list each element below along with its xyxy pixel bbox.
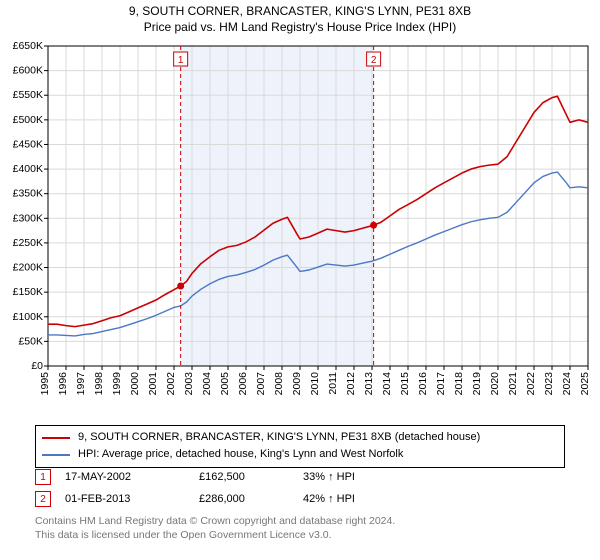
- svg-text:2023: 2023: [543, 372, 555, 396]
- legend-label-property: 9, SOUTH CORNER, BRANCASTER, KING'S LYNN…: [78, 430, 480, 445]
- legend-box: 9, SOUTH CORNER, BRANCASTER, KING'S LYNN…: [35, 425, 565, 468]
- footer-line-2: This data is licensed under the Open Gov…: [35, 529, 565, 543]
- svg-text:£400K: £400K: [13, 163, 43, 175]
- svg-text:2: 2: [371, 55, 377, 66]
- footer-line-1: Contains HM Land Registry data © Crown c…: [35, 515, 565, 529]
- marker-row-1: 1 17-MAY-2002 £162,500 33% ↑ HPI: [35, 466, 565, 488]
- marker-table: 1 17-MAY-2002 £162,500 33% ↑ HPI 2 01-FE…: [35, 466, 565, 510]
- legend-item-property: 9, SOUTH CORNER, BRANCASTER, KING'S LYNN…: [42, 429, 558, 446]
- svg-text:2003: 2003: [183, 372, 195, 396]
- svg-text:£600K: £600K: [13, 65, 43, 77]
- svg-text:2016: 2016: [417, 372, 429, 396]
- marker-row-2: 2 01-FEB-2013 £286,000 42% ↑ HPI: [35, 488, 565, 510]
- svg-text:2021: 2021: [507, 372, 519, 396]
- title-block: 9, SOUTH CORNER, BRANCASTER, KING'S LYNN…: [0, 0, 600, 35]
- legend-label-hpi: HPI: Average price, detached house, King…: [78, 447, 403, 462]
- svg-text:£50K: £50K: [18, 335, 43, 347]
- svg-text:£550K: £550K: [13, 89, 43, 101]
- marker-badge-2: 2: [35, 491, 51, 507]
- svg-text:1: 1: [178, 55, 184, 66]
- svg-text:2001: 2001: [147, 372, 159, 396]
- legend-item-hpi: HPI: Average price, detached house, King…: [42, 446, 558, 463]
- svg-text:£100K: £100K: [13, 311, 43, 323]
- svg-text:2007: 2007: [255, 372, 267, 396]
- svg-text:2013: 2013: [363, 372, 375, 396]
- svg-text:2019: 2019: [471, 372, 483, 396]
- svg-text:£450K: £450K: [13, 138, 43, 150]
- svg-text:2006: 2006: [237, 372, 249, 396]
- svg-text:£500K: £500K: [13, 114, 43, 126]
- marker-price-2: £286,000: [199, 493, 289, 505]
- svg-text:2017: 2017: [435, 372, 447, 396]
- svg-text:£650K: £650K: [13, 40, 43, 52]
- svg-text:1995: 1995: [39, 372, 51, 396]
- svg-text:2004: 2004: [201, 372, 213, 396]
- svg-text:£300K: £300K: [13, 212, 43, 224]
- svg-text:2011: 2011: [327, 372, 339, 395]
- svg-text:1999: 1999: [111, 372, 123, 396]
- svg-text:2014: 2014: [381, 372, 393, 396]
- svg-text:£250K: £250K: [13, 237, 43, 249]
- svg-text:£150K: £150K: [13, 286, 43, 298]
- svg-text:2020: 2020: [489, 372, 501, 396]
- svg-text:2022: 2022: [525, 372, 537, 396]
- svg-text:2010: 2010: [309, 372, 321, 396]
- svg-text:1996: 1996: [57, 372, 69, 396]
- price-chart: £0 £50K £100K £150K £200K £250K £300K £350K £400…: [0, 38, 600, 418]
- svg-text:1998: 1998: [93, 372, 105, 396]
- title-line-2: Price paid vs. HM Land Registry's House …: [0, 20, 600, 36]
- svg-text:2012: 2012: [345, 372, 357, 396]
- svg-text:£350K: £350K: [13, 188, 43, 200]
- marker-diff-1: 33% ↑ HPI: [303, 471, 393, 483]
- title-line-1: 9, SOUTH CORNER, BRANCASTER, KING'S LYNN…: [0, 4, 600, 20]
- svg-text:2005: 2005: [219, 372, 231, 396]
- legend-swatch-property: [42, 437, 70, 439]
- svg-text:2008: 2008: [273, 372, 285, 396]
- svg-text:£200K: £200K: [13, 262, 43, 274]
- marker-date-1: 17-MAY-2002: [65, 471, 185, 483]
- legend-swatch-hpi: [42, 454, 70, 456]
- footer-note: Contains HM Land Registry data © Crown c…: [35, 515, 565, 542]
- marker-diff-2: 42% ↑ HPI: [303, 493, 393, 505]
- svg-text:£0: £0: [31, 360, 43, 372]
- svg-text:2024: 2024: [561, 372, 573, 396]
- marker-badge-1: 1: [35, 469, 51, 485]
- marker-price-1: £162,500: [199, 471, 289, 483]
- marker-date-2: 01-FEB-2013: [65, 493, 185, 505]
- svg-text:2018: 2018: [453, 372, 465, 396]
- chart-area: £0 £50K £100K £150K £200K £250K £300K £350K £400…: [0, 38, 600, 418]
- svg-text:2002: 2002: [165, 372, 177, 396]
- svg-text:2015: 2015: [399, 372, 411, 396]
- svg-text:1997: 1997: [75, 372, 87, 396]
- svg-text:2000: 2000: [129, 372, 141, 396]
- svg-text:2009: 2009: [291, 372, 303, 396]
- svg-text:2025: 2025: [579, 372, 591, 396]
